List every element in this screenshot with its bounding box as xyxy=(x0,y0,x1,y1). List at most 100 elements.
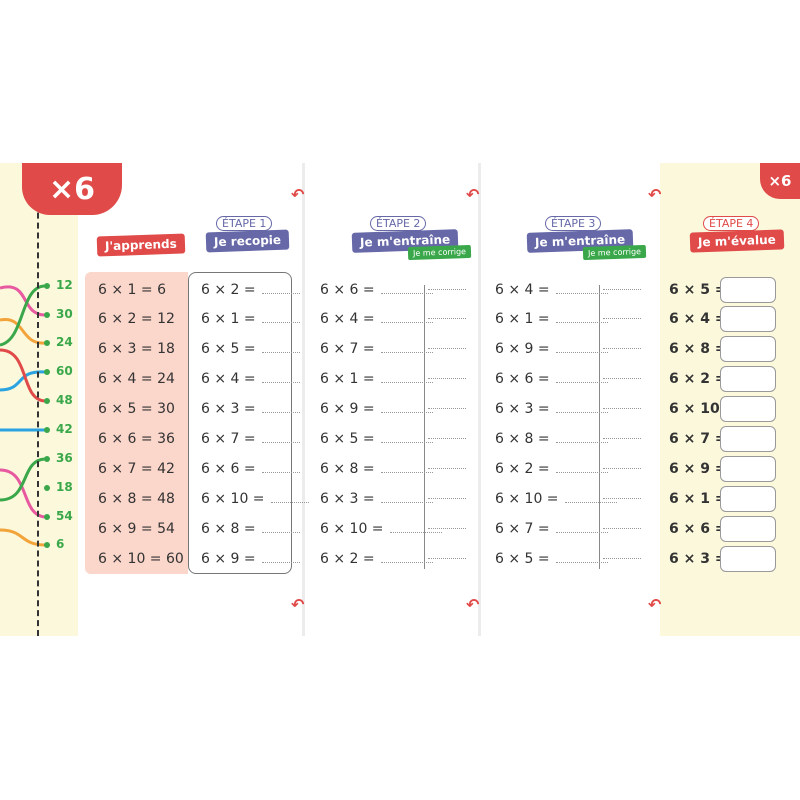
practice-row[interactable]: 6 × 5 = xyxy=(320,431,433,447)
correction-blank[interactable] xyxy=(428,438,466,439)
copy-row[interactable]: 6 × 5 = xyxy=(201,341,300,357)
answer-blank[interactable] xyxy=(261,382,300,383)
correction-blank[interactable] xyxy=(603,289,641,290)
correction-blank[interactable] xyxy=(428,558,466,559)
copy-row[interactable]: 6 × 4 = xyxy=(201,371,300,387)
practice-prompt: 6 × 5 = xyxy=(320,431,375,447)
practice-row[interactable]: 6 × 8 = xyxy=(320,461,433,477)
answer-blank[interactable] xyxy=(261,562,300,563)
practice-row[interactable]: 6 × 9 = xyxy=(320,401,433,417)
practice-row[interactable]: 6 × 6 = xyxy=(495,371,608,387)
eval-prompt: 6 × 6 = xyxy=(669,521,727,537)
answer-blank[interactable] xyxy=(380,352,433,353)
practice-row[interactable]: 6 × 9 = xyxy=(495,341,608,357)
answer-blank[interactable] xyxy=(380,502,433,503)
answer-blank[interactable] xyxy=(380,412,433,413)
correction-blank[interactable] xyxy=(603,468,641,469)
copy-row[interactable]: 6 × 2 = xyxy=(201,282,300,298)
correction-blank[interactable] xyxy=(603,498,641,499)
answer-blank[interactable] xyxy=(380,472,433,473)
correction-blank[interactable] xyxy=(428,408,466,409)
answer-blank[interactable] xyxy=(555,382,608,383)
answer-blank[interactable] xyxy=(564,502,617,503)
answer-blank[interactable] xyxy=(555,472,608,473)
back-arrow-icon[interactable]: ↶ xyxy=(291,595,305,614)
eval-answer-box[interactable] xyxy=(720,306,776,332)
answer-blank[interactable] xyxy=(261,442,300,443)
copy-row[interactable]: 6 × 3 = xyxy=(201,401,300,417)
practice-row[interactable]: 6 × 4 = xyxy=(495,282,608,298)
practice-prompt: 6 × 7 = xyxy=(320,341,375,357)
practice-row[interactable]: 6 × 1 = xyxy=(320,371,433,387)
practice-row[interactable]: 6 × 7 = xyxy=(495,521,608,537)
correction-blank[interactable] xyxy=(603,408,641,409)
answer-blank[interactable] xyxy=(555,562,608,563)
practice-row[interactable]: 6 × 4 = xyxy=(320,311,433,327)
practice-row[interactable]: 6 × 3 = xyxy=(495,401,608,417)
back-arrow-icon[interactable]: ↶ xyxy=(466,595,480,614)
answer-blank[interactable] xyxy=(380,382,433,383)
practice-row[interactable]: 6 × 2 = xyxy=(320,551,433,567)
correction-blank[interactable] xyxy=(603,348,641,349)
copy-row[interactable]: 6 × 10 = xyxy=(201,491,309,507)
practice-row[interactable]: 6 × 10 = xyxy=(320,521,442,537)
answer-blank[interactable] xyxy=(555,293,608,294)
correction-blank[interactable] xyxy=(603,438,641,439)
eval-answer-box[interactable] xyxy=(720,277,776,303)
practice-row[interactable]: 6 × 3 = xyxy=(320,491,433,507)
answer-blank[interactable] xyxy=(261,352,300,353)
answer-blank[interactable] xyxy=(389,532,442,533)
copy-row[interactable]: 6 × 9 = xyxy=(201,551,300,567)
correction-blank[interactable] xyxy=(428,528,466,529)
correction-blank[interactable] xyxy=(428,318,466,319)
answer-blank[interactable] xyxy=(261,532,300,533)
correction-blank[interactable] xyxy=(603,558,641,559)
correction-blank[interactable] xyxy=(603,528,641,529)
practice-row[interactable]: 6 × 2 = xyxy=(495,461,608,477)
practice-row[interactable]: 6 × 8 = xyxy=(495,431,608,447)
eval-answer-box[interactable] xyxy=(720,396,776,422)
answer-blank[interactable] xyxy=(261,293,300,294)
practice-row[interactable]: 6 × 10 = xyxy=(495,491,617,507)
answer-blank[interactable] xyxy=(261,472,300,473)
copy-row[interactable]: 6 × 8 = xyxy=(201,521,300,537)
answer-blank[interactable] xyxy=(261,322,300,323)
correction-blank[interactable] xyxy=(428,498,466,499)
copy-row[interactable]: 6 × 7 = xyxy=(201,431,300,447)
eval-answer-box[interactable] xyxy=(720,486,776,512)
back-arrow-icon[interactable]: ↶ xyxy=(648,185,662,204)
answer-blank[interactable] xyxy=(261,412,300,413)
correction-blank[interactable] xyxy=(428,378,466,379)
eval-answer-box[interactable] xyxy=(720,516,776,542)
answer-blank[interactable] xyxy=(555,322,608,323)
correction-blank[interactable] xyxy=(428,348,466,349)
eval-answer-box[interactable] xyxy=(720,426,776,452)
answer-blank[interactable] xyxy=(555,532,608,533)
answer-blank[interactable] xyxy=(555,352,608,353)
answer-blank[interactable] xyxy=(380,442,433,443)
eval-answer-box[interactable] xyxy=(720,546,776,572)
back-arrow-icon[interactable]: ↶ xyxy=(648,595,662,614)
practice-row[interactable]: 6 × 5 = xyxy=(495,551,608,567)
answer-blank[interactable] xyxy=(555,442,608,443)
copy-row[interactable]: 6 × 1 = xyxy=(201,311,300,327)
practice-row[interactable]: 6 × 6 = xyxy=(320,282,433,298)
answer-blank[interactable] xyxy=(270,502,309,503)
correction-blank[interactable] xyxy=(428,468,466,469)
answer-blank[interactable] xyxy=(380,322,433,323)
eval-answer-box[interactable] xyxy=(720,336,776,362)
back-arrow-icon[interactable]: ↶ xyxy=(466,185,480,204)
answer-blank[interactable] xyxy=(555,412,608,413)
copy-row[interactable]: 6 × 6 = xyxy=(201,461,300,477)
correction-blank[interactable] xyxy=(428,289,466,290)
correction-blank[interactable] xyxy=(603,318,641,319)
eval-answer-box[interactable] xyxy=(720,456,776,482)
copy-prompt: 6 × 6 = xyxy=(201,461,256,477)
correction-blank[interactable] xyxy=(603,378,641,379)
back-arrow-icon[interactable]: ↶ xyxy=(291,185,305,204)
answer-blank[interactable] xyxy=(380,562,433,563)
eval-answer-box[interactable] xyxy=(720,366,776,392)
answer-blank[interactable] xyxy=(380,293,433,294)
practice-row[interactable]: 6 × 7 = xyxy=(320,341,433,357)
practice-row[interactable]: 6 × 1 = xyxy=(495,311,608,327)
